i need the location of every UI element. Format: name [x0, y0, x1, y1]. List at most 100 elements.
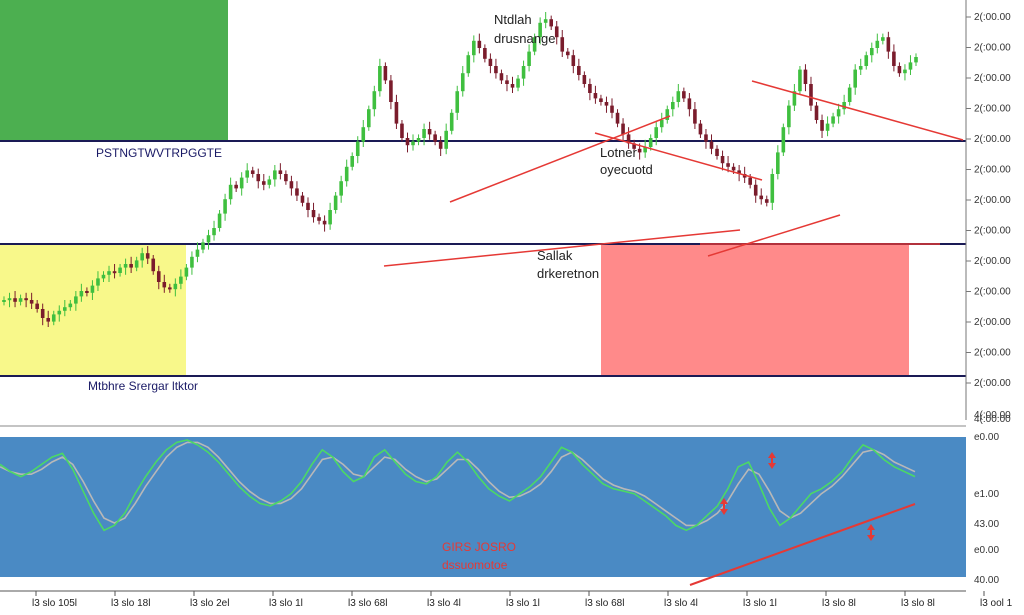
oscillator-arrow-1 — [768, 452, 776, 469]
annotation-2-line2: oyecuotd — [600, 162, 653, 177]
candle — [588, 84, 592, 93]
candle — [881, 37, 885, 41]
candle — [831, 116, 835, 124]
candle — [339, 181, 343, 196]
oscillator-panel — [0, 437, 966, 577]
candle — [626, 134, 631, 144]
candle — [886, 37, 891, 52]
candle — [284, 174, 288, 182]
candle — [682, 91, 686, 99]
candle — [914, 57, 918, 63]
candle — [24, 298, 28, 301]
candle — [18, 298, 23, 302]
candle — [621, 123, 625, 135]
candle — [676, 91, 681, 102]
time-tick-label: l3 slo 18l — [111, 598, 150, 609]
oscillator-tick-label: 4(:00.00 — [974, 410, 1011, 421]
candle — [129, 264, 133, 268]
candle — [543, 19, 548, 23]
candle — [599, 98, 603, 102]
price-tick-label: 2(:00.00 — [974, 73, 1011, 84]
candle — [355, 141, 360, 156]
price-axis-bottom-label: 4(:00.00 — [974, 414, 1011, 425]
candle — [322, 220, 327, 225]
candle — [709, 141, 714, 149]
candle — [179, 276, 183, 284]
candle — [278, 170, 283, 174]
candle — [847, 87, 852, 102]
candle — [787, 105, 791, 128]
candle — [63, 307, 67, 311]
candle — [571, 55, 576, 66]
candle — [35, 303, 39, 309]
candle — [118, 267, 122, 273]
candle — [173, 283, 178, 290]
candle — [637, 148, 642, 153]
time-tick-label: l3 slo 1l — [506, 598, 540, 609]
candle — [433, 134, 437, 142]
price-tick-label: 2(:00.00 — [974, 226, 1011, 237]
candle — [737, 170, 741, 174]
candle — [245, 170, 249, 178]
candle — [40, 309, 45, 318]
candle — [455, 91, 460, 113]
candle — [516, 78, 520, 88]
candle — [770, 174, 775, 203]
price-tick-label: 2(:00.00 — [974, 134, 1011, 145]
annotation-1-line2: drusnange — [494, 31, 555, 46]
price-tick-label: 2(:00.00 — [974, 195, 1011, 206]
oscillator-note-1: GIRS JOSRO — [442, 540, 516, 554]
candle — [753, 184, 758, 196]
candle — [168, 287, 172, 290]
candle — [687, 98, 692, 110]
candle — [615, 112, 620, 124]
candle — [261, 181, 266, 185]
candle — [427, 129, 432, 135]
candle — [654, 127, 659, 138]
candle — [134, 260, 139, 268]
trendline-support-right — [707, 214, 841, 257]
time-tick-label: l3 slo 8l — [901, 598, 935, 609]
candle — [853, 69, 857, 88]
candle — [378, 66, 382, 92]
candle — [223, 199, 227, 214]
candle — [190, 256, 194, 268]
candle — [311, 210, 316, 218]
candle — [483, 48, 487, 59]
annotation-3-line2: drkeretnon — [537, 266, 599, 281]
trendline-resistance-right — [751, 80, 964, 141]
candle — [825, 123, 830, 131]
candle — [96, 278, 100, 286]
candle — [367, 109, 371, 128]
candle — [74, 296, 78, 304]
price-tick-label: 2(:00.00 — [974, 287, 1011, 298]
candle — [405, 138, 410, 146]
annotation-3-line1: Sallak — [537, 248, 573, 263]
yellow-zone — [0, 244, 186, 375]
candle — [29, 300, 34, 304]
time-tick-label: l3 slo 68l — [348, 598, 387, 609]
time-tick-label: l3 slo 68l — [585, 598, 624, 609]
candle — [560, 37, 565, 52]
candle — [112, 271, 117, 274]
candle — [372, 91, 377, 110]
candle — [389, 80, 393, 102]
candle — [107, 271, 111, 275]
candle — [820, 120, 824, 131]
time-tick-label: l3 ool 1 — [980, 598, 1013, 609]
candle — [57, 310, 62, 315]
candle — [449, 112, 454, 131]
candle — [869, 48, 874, 56]
annotation-2-line1: Lotner — [600, 145, 638, 160]
candle — [582, 75, 587, 84]
candle — [156, 271, 161, 282]
candle — [444, 130, 448, 149]
candle — [604, 102, 609, 106]
candle — [521, 66, 526, 79]
candle — [328, 210, 332, 225]
candle — [764, 199, 769, 203]
candle — [394, 102, 399, 124]
candle — [632, 143, 636, 149]
candle — [145, 253, 150, 259]
price-tick-label: 2(:00.00 — [974, 165, 1011, 176]
